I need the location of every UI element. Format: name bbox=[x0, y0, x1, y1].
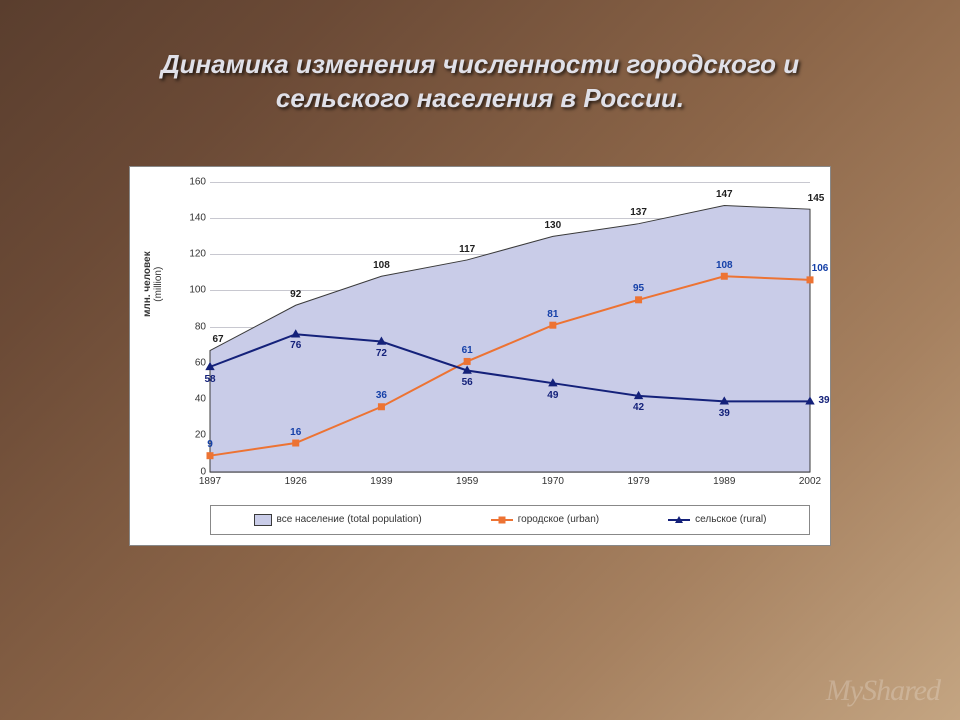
data-label: 67 bbox=[212, 334, 223, 345]
data-label: 72 bbox=[376, 348, 387, 359]
data-label: 108 bbox=[373, 260, 390, 271]
data-label: 117 bbox=[459, 244, 475, 255]
data-label: 76 bbox=[290, 340, 301, 351]
title-line-2: сельского населения в России. bbox=[276, 83, 684, 113]
y-tick: 20 bbox=[180, 430, 206, 441]
plot-area: 6792108117130137147145916366181951081065… bbox=[210, 182, 810, 472]
data-label: 145 bbox=[808, 193, 825, 204]
legend-rural: сельское (rural) bbox=[668, 514, 766, 525]
legend-line-rural bbox=[668, 519, 690, 521]
y-tick: 120 bbox=[180, 249, 206, 260]
x-tick: 1926 bbox=[285, 476, 307, 487]
data-label: 56 bbox=[462, 377, 473, 388]
marker-urban bbox=[292, 439, 299, 446]
marker-urban bbox=[635, 296, 642, 303]
marker-urban bbox=[807, 276, 814, 283]
y-tick: 160 bbox=[180, 176, 206, 187]
data-label: 95 bbox=[633, 283, 644, 294]
data-label: 39 bbox=[818, 395, 829, 406]
y-tick: 60 bbox=[180, 357, 206, 368]
data-label: 36 bbox=[376, 390, 387, 401]
data-label: 92 bbox=[290, 289, 301, 300]
data-label: 49 bbox=[547, 390, 558, 401]
x-tick: 1939 bbox=[370, 476, 392, 487]
data-label: 106 bbox=[812, 263, 829, 274]
data-label: 81 bbox=[547, 309, 558, 320]
title-line-1: Динамика изменения численности городског… bbox=[161, 49, 799, 79]
x-tick: 1959 bbox=[456, 476, 478, 487]
y-tick: 100 bbox=[180, 285, 206, 296]
marker-urban bbox=[207, 452, 214, 459]
data-label: 137 bbox=[630, 207, 647, 218]
chart-container: млн. человек (million) 67 92 108 117 130 137 1… bbox=[129, 166, 831, 546]
y-axis-label: млн. человек (million) bbox=[142, 251, 164, 317]
data-label: 147 bbox=[716, 189, 733, 200]
y-tick: 140 bbox=[180, 212, 206, 223]
marker-urban bbox=[378, 403, 385, 410]
x-tick: 1897 bbox=[199, 476, 221, 487]
data-label: 16 bbox=[290, 427, 301, 438]
x-tick: 1979 bbox=[627, 476, 649, 487]
data-label: 61 bbox=[462, 345, 473, 356]
data-label: 108 bbox=[716, 260, 733, 271]
marker-urban bbox=[721, 272, 728, 279]
data-label: 9 bbox=[207, 439, 213, 450]
data-label: 58 bbox=[204, 374, 215, 385]
marker-urban bbox=[464, 358, 471, 365]
x-tick: 2002 bbox=[799, 476, 821, 487]
data-label: 42 bbox=[633, 402, 644, 413]
data-label: 39 bbox=[719, 408, 730, 419]
marker-urban bbox=[549, 321, 556, 328]
x-tick: 1989 bbox=[713, 476, 735, 487]
legend-urban: городское (urban) bbox=[491, 514, 599, 525]
y-tick: 80 bbox=[180, 321, 206, 332]
legend-line-urban bbox=[491, 519, 513, 521]
legend-swatch-total bbox=[254, 514, 272, 526]
data-label: 130 bbox=[545, 220, 562, 231]
x-tick: 1970 bbox=[542, 476, 564, 487]
watermark: MyShared bbox=[826, 674, 940, 708]
slide-title: Динамика изменения численности городског… bbox=[0, 0, 960, 146]
y-tick: 40 bbox=[180, 394, 206, 405]
legend-total: все население (total population) bbox=[254, 514, 422, 526]
legend: все население (total population) городск… bbox=[210, 505, 810, 535]
